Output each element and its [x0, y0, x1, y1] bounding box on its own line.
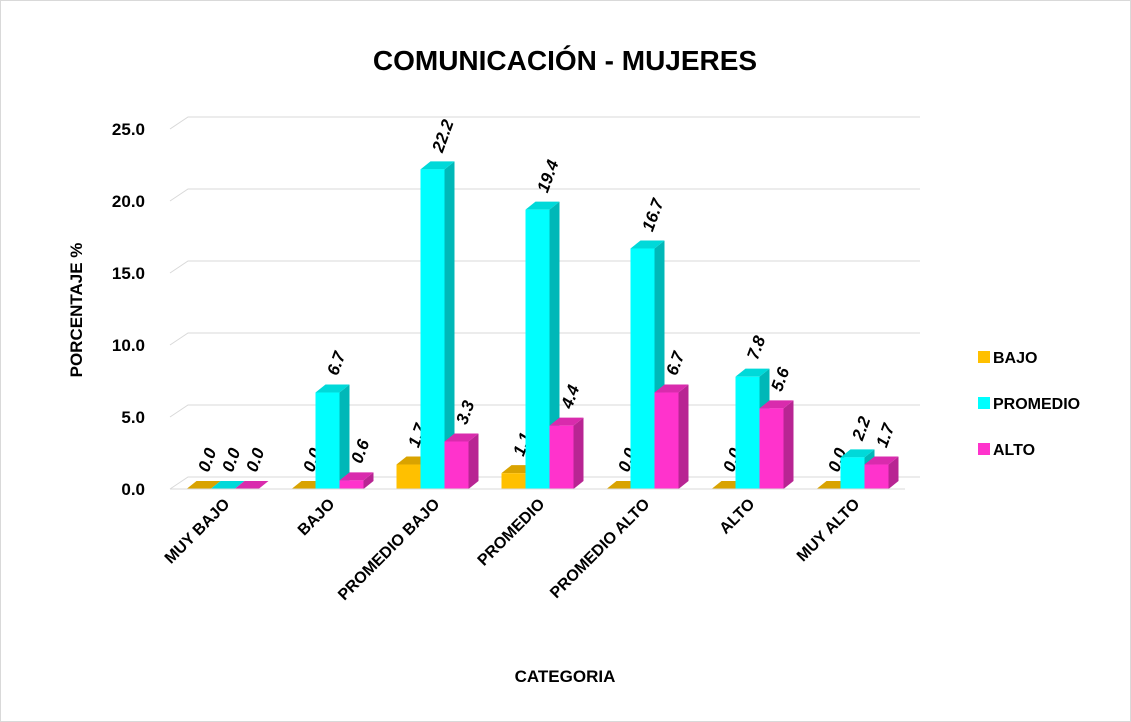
- bar: [525, 201, 560, 489]
- bar-face: [549, 425, 574, 489]
- bar: [549, 417, 584, 489]
- bar-face: [549, 417, 584, 426]
- legend-swatch: [978, 443, 990, 455]
- legend-label: ALTO: [993, 442, 1035, 459]
- bar: [339, 472, 374, 489]
- bar-face: [654, 384, 689, 393]
- bar: [186, 481, 221, 489]
- bar-face: [573, 417, 584, 489]
- grid-line: [169, 332, 920, 346]
- bar-face: [840, 457, 865, 489]
- grid-line: [169, 116, 920, 130]
- bar-face: [444, 161, 455, 489]
- y-tick-label: 15.0: [112, 264, 145, 283]
- bar-face: [501, 473, 526, 489]
- bar-face: [339, 472, 374, 481]
- bar-face: [549, 201, 560, 489]
- bar-face: [783, 400, 794, 489]
- bar-face: [525, 209, 550, 489]
- bar-face: [444, 441, 469, 489]
- bar-face: [630, 248, 655, 489]
- y-tick-label: 20.0: [112, 192, 145, 211]
- bar-face: [315, 392, 340, 489]
- legend-label: PROMEDIO: [993, 396, 1080, 413]
- bar: [759, 400, 794, 489]
- chart-title: COMUNICACIÓN - MUJERES: [373, 45, 757, 76]
- bar-face: [678, 384, 689, 489]
- legend-label: BAJO: [993, 350, 1037, 367]
- bar: [420, 161, 455, 489]
- bar-face: [396, 464, 421, 489]
- y-tick-label: 25.0: [112, 120, 145, 139]
- legend-swatch: [978, 351, 990, 363]
- bar-face: [888, 456, 899, 489]
- bar-face: [186, 481, 221, 489]
- bar-face: [525, 201, 560, 210]
- bar-face: [864, 456, 899, 465]
- y-tick-label: 0.0: [121, 480, 145, 499]
- bar-face: [759, 400, 794, 409]
- bar-face: [234, 481, 269, 489]
- bar: [210, 481, 245, 489]
- bar: [654, 384, 689, 489]
- bar-face: [420, 161, 455, 170]
- legend-swatch: [978, 397, 990, 409]
- bar: [315, 384, 350, 489]
- bar-face: [339, 384, 350, 489]
- bar-face: [468, 433, 479, 489]
- bar-face: [339, 480, 364, 489]
- bar: [444, 433, 479, 489]
- bar-face: [420, 169, 445, 489]
- bar-face: [444, 433, 479, 442]
- grid-line: [169, 188, 920, 202]
- bar: [234, 481, 269, 489]
- grid-line: [169, 260, 920, 274]
- bar-face: [315, 384, 350, 393]
- bar-face: [759, 408, 784, 489]
- bar-face: [864, 464, 889, 489]
- bar-face: [840, 449, 875, 458]
- y-axis-title: PORCENTAJE %: [67, 243, 86, 378]
- y-tick-label: 5.0: [121, 408, 145, 427]
- x-axis-title: CATEGORIA: [515, 667, 616, 686]
- bar-face: [210, 481, 245, 489]
- y-tick-label: 10.0: [112, 336, 145, 355]
- bar-face: [363, 472, 374, 489]
- bar-face: [654, 392, 679, 489]
- bar-face: [735, 376, 760, 489]
- bar-face: [630, 240, 665, 249]
- bar-face: [735, 368, 770, 377]
- bar: [864, 456, 899, 489]
